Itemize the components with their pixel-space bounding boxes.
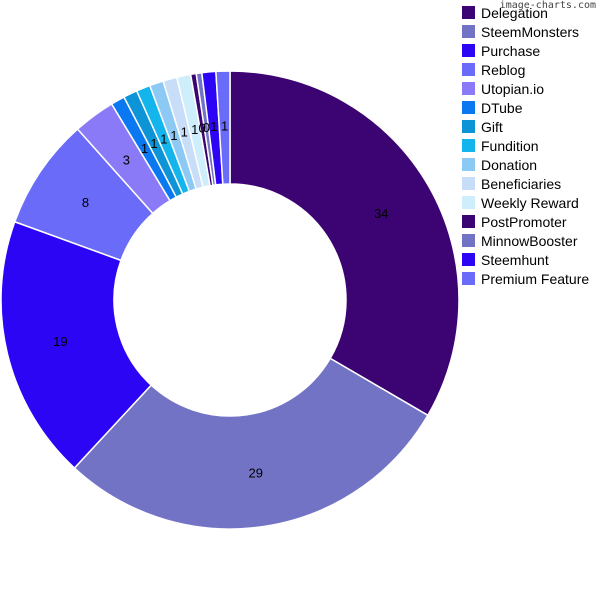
legend-swatch <box>462 215 475 228</box>
legend-label: Gift <box>481 118 503 135</box>
legend-swatch <box>462 177 475 190</box>
slice-premium-feature <box>215 70 231 186</box>
legend-label: MinnowBooster <box>481 232 578 249</box>
watermark-text: image-charts.com <box>499 0 596 11</box>
legend-swatch <box>462 25 475 38</box>
legend-swatch <box>462 158 475 171</box>
slice-label-utopian-io: 3 <box>123 153 130 168</box>
slice-label-gift: 1 <box>150 136 157 151</box>
slice-label-purchase: 19 <box>53 334 67 349</box>
legend-item-minnowbooster: MinnowBooster <box>462 231 589 250</box>
slice-label-reblog: 8 <box>82 195 89 210</box>
slice-label-weekly-reward: 1 <box>191 122 198 137</box>
legend-item-purchase: Purchase <box>462 41 589 60</box>
legend-label: SteemMonsters <box>481 23 580 40</box>
legend-label: Delegation <box>481 4 548 21</box>
slice-label-minnowbooster: 0 <box>203 120 210 135</box>
legend-label: Purchase <box>481 42 541 59</box>
legend-swatch <box>462 6 475 19</box>
legend-swatch <box>462 196 475 209</box>
legend-item-gift: Gift <box>462 117 589 136</box>
legend-item-dtube: DTube <box>462 98 589 117</box>
slice-label-dtube: 1 <box>141 141 148 156</box>
legend-swatch <box>462 120 475 133</box>
legend-label: Utopian.io <box>481 80 545 97</box>
slices-group <box>0 70 460 530</box>
slice-label-postpromoter: 0 <box>199 121 206 136</box>
slice-label-steemmonsters: 29 <box>249 466 263 481</box>
legend-label: Fundition <box>481 137 539 154</box>
legend-swatch <box>462 253 475 266</box>
slice-label-delegation: 34 <box>374 206 388 221</box>
legend-swatch <box>462 82 475 95</box>
slice-label-donation: 1 <box>170 128 177 143</box>
legend-item-reblog: Reblog <box>462 60 589 79</box>
legend-item-fundition: Fundition <box>462 136 589 155</box>
legend-swatch <box>462 234 475 247</box>
legend-label: PostPromoter <box>481 213 567 230</box>
chart-legend: Delegation SteemMonsters Purchase Reblog Uto… <box>462 3 589 288</box>
legend-item-beneficiaries: Beneficiaries <box>462 174 589 193</box>
legend-item-delegation: Delegation <box>462 3 589 22</box>
slice-purchase <box>0 220 153 470</box>
slice-steemmonsters <box>73 357 429 530</box>
legend-label: Steemhunt <box>481 251 549 268</box>
legend-label: Beneficiaries <box>481 175 562 192</box>
slice-label-premium-feature: 1 <box>221 119 228 134</box>
legend-item-steemhunt: Steemhunt <box>462 250 589 269</box>
legend-label: Donation <box>481 156 538 173</box>
legend-label: Reblog <box>481 61 526 78</box>
legend-item-utopian-io: Utopian.io <box>462 79 589 98</box>
legend-item-steemmonsters: SteemMonsters <box>462 22 589 41</box>
legend-swatch <box>462 101 475 114</box>
legend-swatch <box>462 63 475 76</box>
legend-item-postpromoter: PostPromoter <box>462 212 589 231</box>
legend-label: Weekly Reward <box>481 194 579 211</box>
slice-label-fundition: 1 <box>160 132 167 147</box>
legend-swatch <box>462 139 475 152</box>
legend-swatch <box>462 44 475 57</box>
legend-item-donation: Donation <box>462 155 589 174</box>
legend-item-premium-feature: Premium Feature <box>462 269 589 288</box>
legend-swatch <box>462 272 475 285</box>
legend-label: Premium Feature <box>481 270 590 287</box>
slice-label-steemhunt: 1 <box>210 119 217 134</box>
slice-delegation <box>229 70 460 417</box>
legend-label: DTube <box>481 99 523 116</box>
slice-label-beneficiaries: 1 <box>181 125 188 140</box>
legend-item-weekly-reward: Weekly Reward <box>462 193 589 212</box>
